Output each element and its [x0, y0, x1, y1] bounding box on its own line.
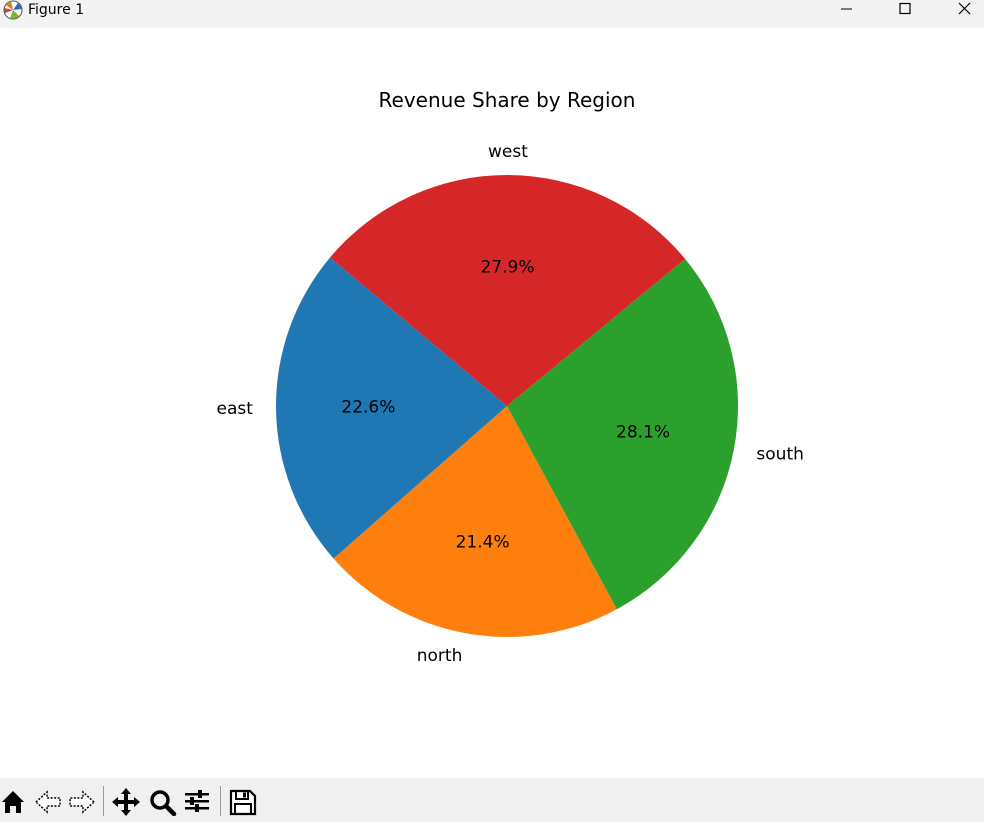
maximize-icon	[899, 2, 911, 15]
home-icon	[2, 791, 24, 813]
minimize-button[interactable]	[824, 0, 870, 22]
zoom-button[interactable]	[148, 786, 178, 816]
maximize-button[interactable]	[882, 0, 928, 22]
minimize-icon	[841, 8, 852, 10]
forward-button[interactable]	[66, 786, 96, 816]
sliders-icon	[185, 790, 209, 812]
navigation-toolbar	[0, 778, 984, 822]
figure-canvas: Revenue Share by Region 22.6% east 21.4% no…	[0, 28, 984, 778]
pie-slice-west	[330, 174, 686, 406]
pan-button[interactable]	[111, 786, 141, 816]
magnifier-icon	[150, 790, 177, 816]
save-button[interactable]	[228, 786, 258, 816]
chart-title: Revenue Share by Region	[379, 88, 636, 112]
forward-arrow-icon	[69, 790, 96, 814]
matplotlib-logo-icon	[2, 0, 24, 20]
pie-pct-label-west: 27.9%	[481, 257, 535, 277]
pie-pct-label-east: 22.6%	[341, 398, 395, 418]
pie-category-label-south: south	[756, 445, 803, 465]
toolbar-separator	[220, 786, 221, 816]
pie-slice-east	[276, 257, 507, 559]
pie-chart: Revenue Share by Region 22.6% east 21.4% no…	[217, 88, 804, 666]
pie-pct-label-north: 21.4%	[456, 532, 510, 552]
pie-category-label-north: north	[417, 646, 463, 666]
configure-subplots-button[interactable]	[183, 786, 213, 816]
back-arrow-icon	[34, 790, 61, 814]
toolbar-separator	[103, 786, 104, 816]
home-button[interactable]	[0, 786, 30, 816]
pan-arrows-icon	[112, 788, 140, 816]
window-titlebar: Figure 1	[0, 0, 984, 28]
pie-slice-south	[507, 258, 738, 610]
back-button[interactable]	[34, 786, 64, 816]
floppy-disk-icon	[229, 789, 257, 816]
pie-slice-north	[333, 406, 617, 637]
pie-pct-label-south: 28.1%	[616, 422, 670, 442]
close-button[interactable]	[940, 0, 984, 22]
pie-category-label-west: west	[488, 142, 528, 162]
window-title: Figure 1	[28, 2, 85, 18]
pie-category-label-east: east	[217, 399, 254, 419]
close-icon	[958, 2, 971, 15]
